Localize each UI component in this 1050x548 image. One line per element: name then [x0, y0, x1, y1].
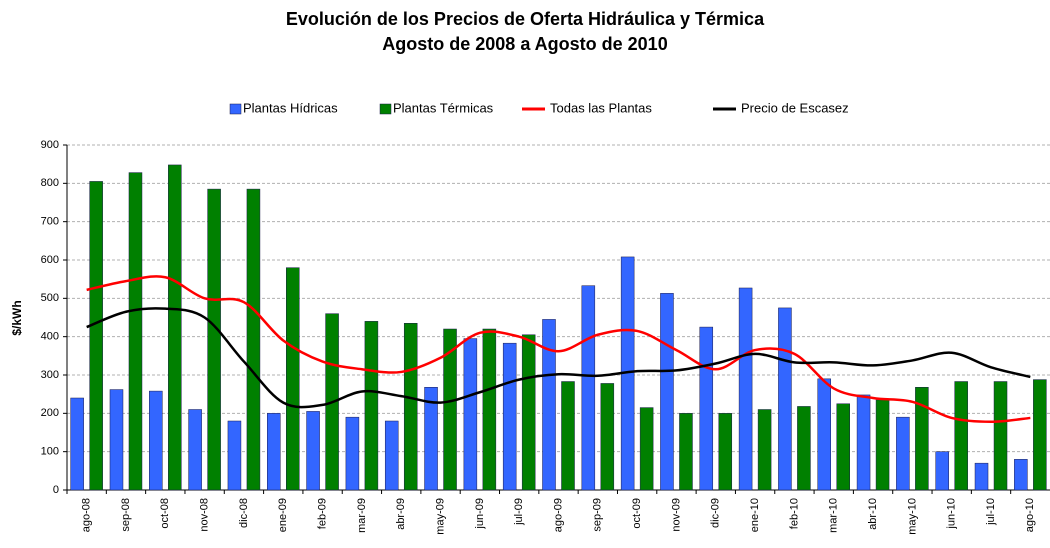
- bar: [1014, 459, 1028, 491]
- bar: [817, 378, 831, 491]
- x-tick-label: nov-08: [199, 498, 211, 532]
- x-tick-label: sep-08: [120, 498, 132, 532]
- x-tick-label: jun-09: [474, 498, 486, 530]
- bar: [778, 307, 792, 491]
- y-tick-label: 700: [41, 216, 59, 228]
- x-tick-label: nov-09: [670, 498, 682, 532]
- y-tick-label: 500: [41, 292, 59, 304]
- bar: [935, 451, 949, 491]
- x-tick-label: jul-09: [513, 498, 525, 526]
- bar: [679, 413, 693, 491]
- bar: [738, 287, 753, 491]
- bar: [128, 172, 143, 491]
- y-tick-label: 800: [41, 177, 59, 189]
- bar: [836, 403, 850, 491]
- x-tick-label: dic-09: [710, 498, 722, 528]
- bar: [227, 420, 242, 491]
- x-tick-label: ago-09: [552, 498, 564, 532]
- bar: [267, 413, 281, 491]
- y-tick-label: 200: [41, 407, 59, 419]
- x-tick-label: may-09: [434, 498, 446, 535]
- legend-swatch: [229, 103, 242, 115]
- line: [86, 275, 1031, 424]
- legend-swatch: [379, 103, 392, 115]
- bar: [246, 188, 261, 491]
- x-tick-label: dic-08: [238, 498, 250, 528]
- bar: [875, 399, 890, 491]
- legend-label: Todas las Plantas: [550, 100, 652, 115]
- bar: [581, 285, 596, 491]
- legend-label: Plantas Hídricas: [243, 100, 338, 115]
- x-tick-label: ago-10: [1024, 498, 1036, 532]
- bar: [482, 328, 497, 491]
- bar: [542, 319, 556, 491]
- x-tick-label: feb-09: [316, 498, 328, 529]
- bar: [345, 416, 360, 491]
- x-tick-label: jul-10: [985, 498, 997, 526]
- x-tick-label: abr-09: [395, 498, 407, 530]
- x-tick-label: feb-10: [788, 498, 800, 529]
- y-tick-label: 900: [41, 139, 59, 151]
- bar: [797, 406, 811, 491]
- bar: [757, 409, 772, 491]
- bar: [207, 188, 221, 491]
- chart-title: Evolución de los Precios de Oferta Hidrá…: [286, 9, 765, 29]
- x-tick-label: mar-09: [356, 498, 368, 533]
- bar: [660, 293, 674, 491]
- x-tick-label: ene-10: [749, 498, 761, 532]
- bar: [463, 338, 478, 491]
- legend-label: Plantas Térmicas: [393, 100, 494, 115]
- bar: [502, 342, 517, 491]
- bar: [168, 164, 182, 491]
- bar: [856, 394, 871, 491]
- bar: [561, 381, 575, 491]
- x-tick-label: jun-10: [946, 498, 958, 530]
- bar: [89, 181, 103, 491]
- chart-subtitle: Agosto de 2008 a Agosto de 2010: [382, 34, 667, 54]
- bar: [286, 267, 300, 491]
- bar: [149, 390, 163, 491]
- bar: [70, 397, 84, 491]
- y-tick-label: 100: [41, 446, 59, 458]
- bar: [109, 389, 124, 491]
- bar: [639, 407, 654, 491]
- bar: [424, 387, 438, 491]
- y-tick-label: 0: [53, 484, 59, 496]
- bar: [403, 323, 418, 491]
- bar: [954, 381, 968, 491]
- x-tick-label: may-10: [906, 498, 918, 535]
- bar: [915, 387, 929, 491]
- bar: [188, 409, 202, 491]
- bar: [699, 326, 714, 491]
- x-tick-label: ago-08: [81, 498, 93, 532]
- bar: [384, 420, 399, 491]
- bar: [1033, 379, 1047, 491]
- legend-label: Precio de Escasez: [741, 100, 849, 115]
- bar: [718, 413, 733, 491]
- y-tick-label: 300: [41, 369, 59, 381]
- y-axis-label: $/kWh: [10, 300, 24, 335]
- bar: [600, 383, 615, 491]
- x-tick-label: abr-10: [867, 498, 879, 530]
- line: [86, 307, 1031, 409]
- x-tick-label: oct-09: [631, 498, 643, 529]
- bar: [521, 334, 536, 491]
- bar: [974, 462, 989, 491]
- bar: [443, 328, 457, 491]
- x-tick-label: mar-10: [828, 498, 840, 533]
- y-tick-label: 400: [41, 331, 59, 343]
- bar: [364, 321, 379, 491]
- bar: [306, 411, 320, 491]
- x-tick-label: ene-09: [277, 498, 289, 532]
- x-tick-label: sep-09: [592, 498, 604, 532]
- bar: [896, 416, 910, 491]
- x-tick-label: oct-08: [159, 498, 171, 529]
- y-tick-label: 600: [41, 254, 59, 266]
- bar: [993, 381, 1008, 491]
